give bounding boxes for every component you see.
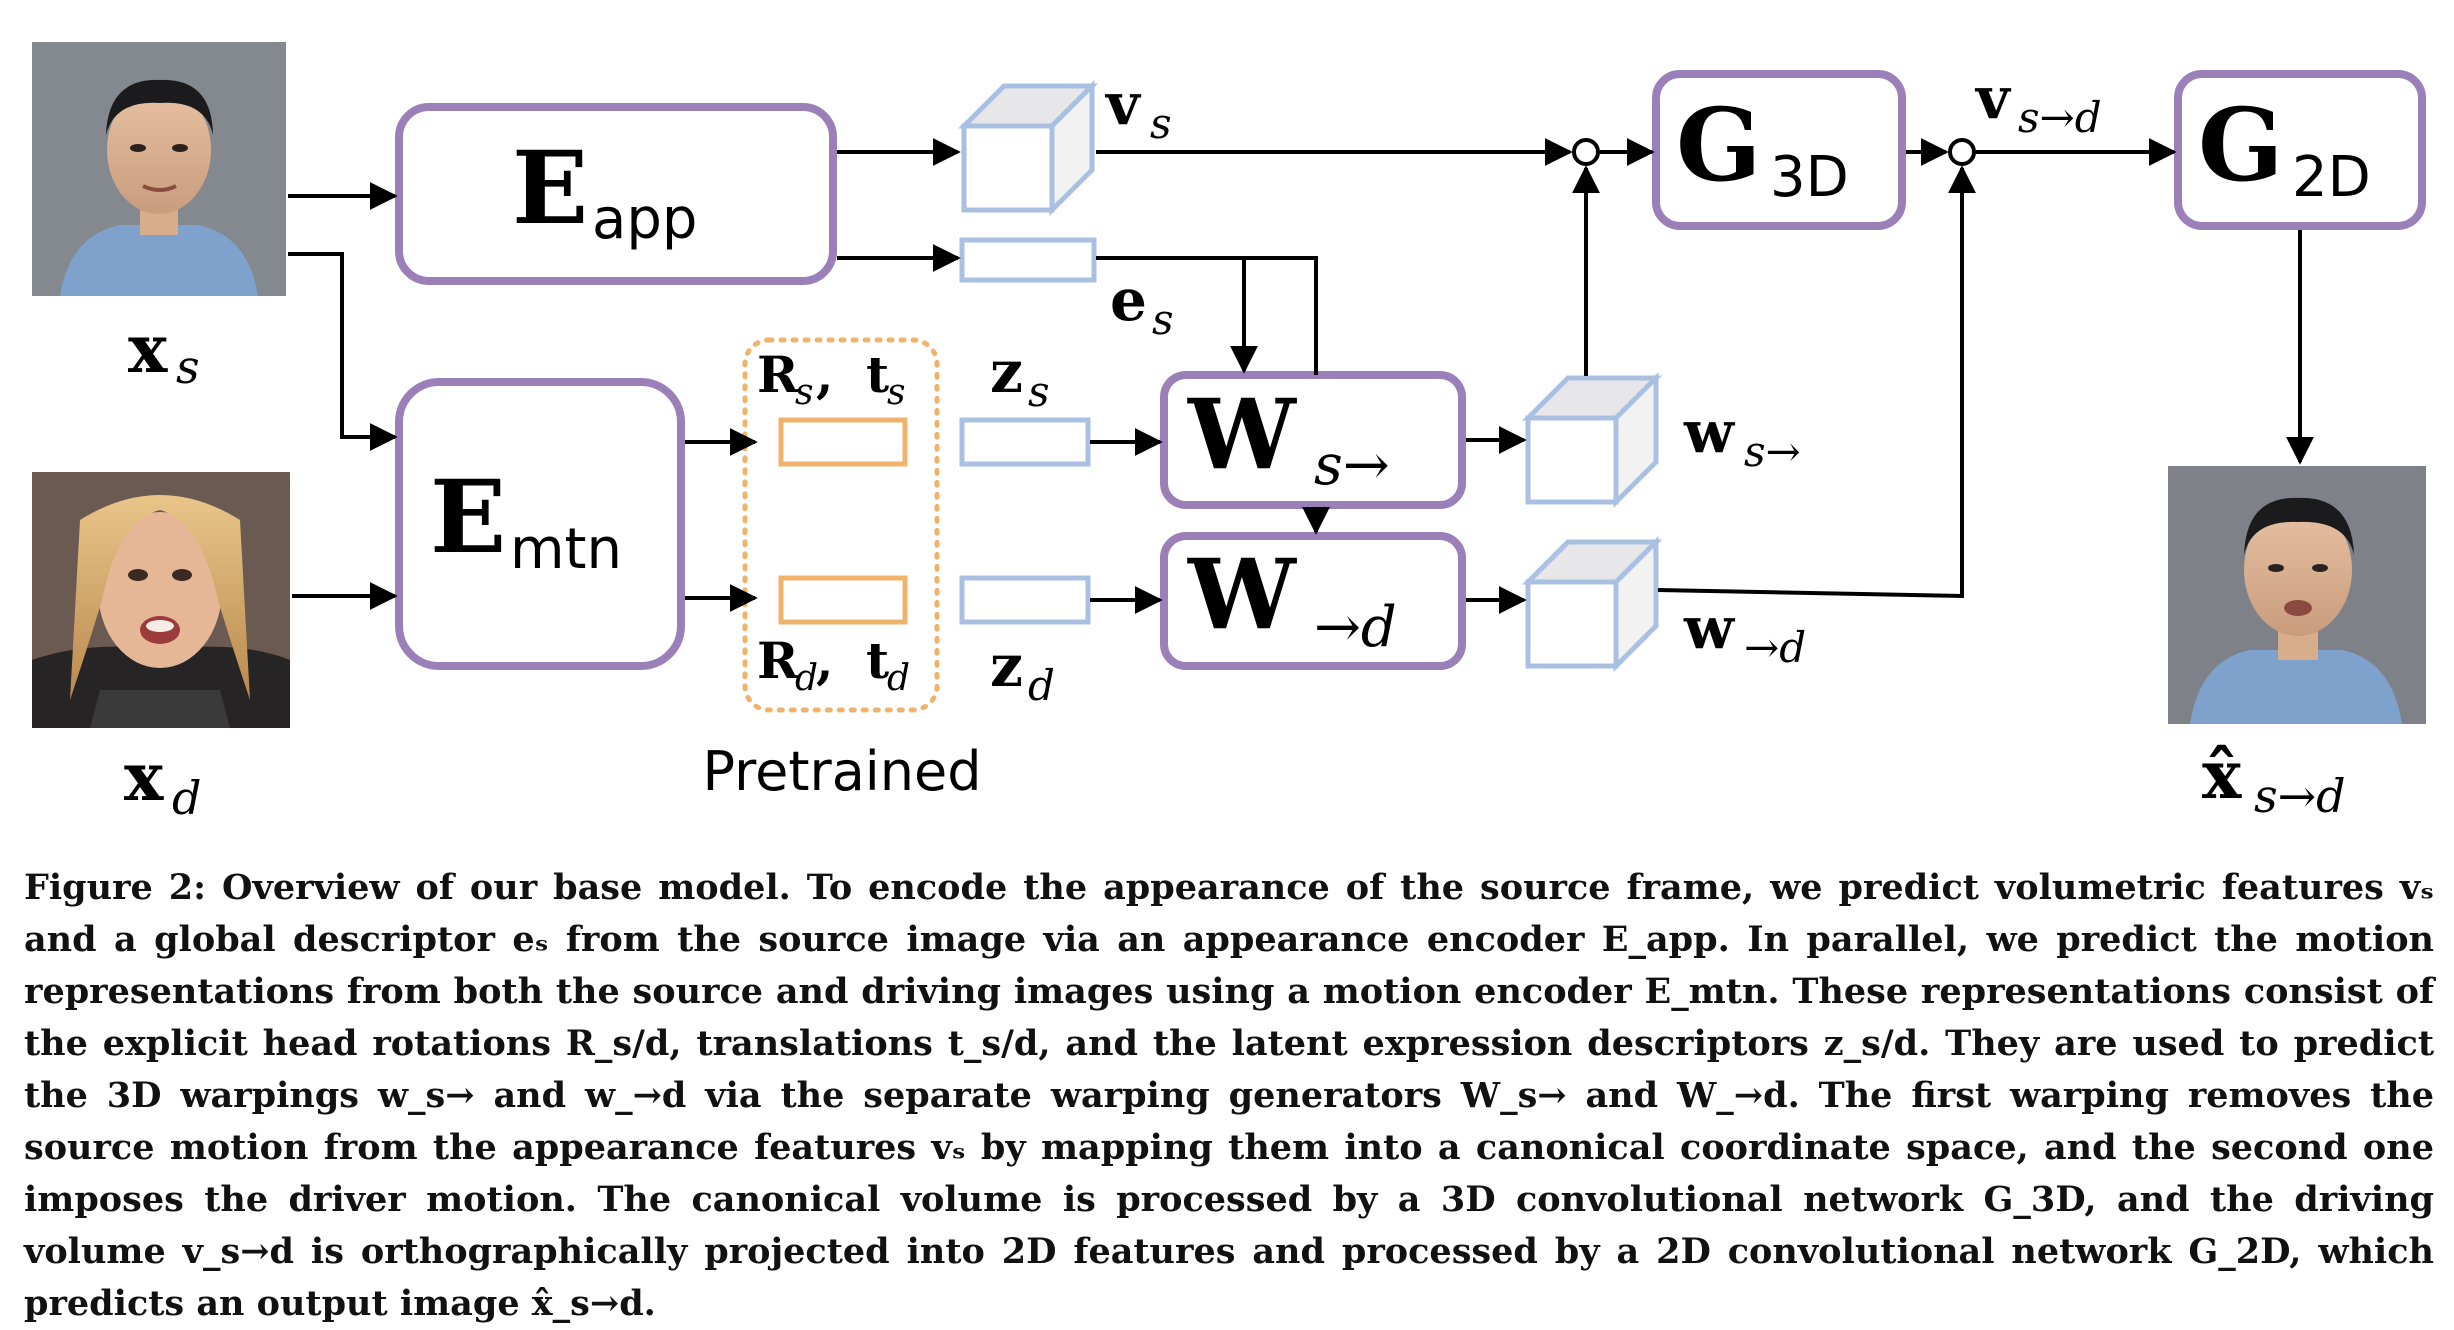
svg-text:3D: 3D xyxy=(1770,145,1849,210)
svg-text:e: e xyxy=(1110,266,1147,334)
svg-text:x: x xyxy=(128,310,168,388)
v-s-label: v s xyxy=(1104,70,1172,148)
z-d-feature xyxy=(959,575,1091,625)
svg-text:E: E xyxy=(430,458,506,576)
g-2d-block: G 2D xyxy=(2174,70,2426,230)
svg-text:2D: 2D xyxy=(2292,145,2371,210)
svg-text:d: d xyxy=(795,658,818,699)
output-label: x̂ s→d xyxy=(2202,736,2346,823)
svg-text:v: v xyxy=(1104,70,1142,138)
svg-text:→d: →d xyxy=(1744,623,1806,672)
svg-text:t: t xyxy=(866,631,889,690)
svg-text:W: W xyxy=(1187,538,1297,651)
w-d-cube xyxy=(1521,535,1663,673)
svg-text:s: s xyxy=(176,340,200,394)
svg-text:d: d xyxy=(172,771,201,825)
e-app-block: E app xyxy=(395,103,837,285)
w-s-block: W s→ xyxy=(1160,371,1466,509)
svg-text:R: R xyxy=(757,631,799,690)
model-diagram: x s x d x̂ s→d E app E xyxy=(32,42,2426,825)
w-d-block: W →d xyxy=(1160,532,1466,670)
svg-text:mtn: mtn xyxy=(510,517,622,582)
compose-node-1 xyxy=(1572,138,1600,166)
svg-text:E: E xyxy=(512,129,588,247)
e-s-feature xyxy=(959,237,1097,283)
svg-text:,: , xyxy=(816,345,833,404)
svg-text:z: z xyxy=(990,632,1023,700)
z-s-feature xyxy=(959,417,1091,467)
r-t-d-label: R d , t d xyxy=(757,631,910,699)
svg-text:,: , xyxy=(816,631,833,690)
svg-text:s→: s→ xyxy=(1744,427,1801,476)
svg-text:s→: s→ xyxy=(1314,433,1390,498)
svg-text:x: x xyxy=(124,738,164,816)
v-s-cube xyxy=(957,79,1099,217)
svg-text:s: s xyxy=(887,372,905,413)
source-image xyxy=(32,42,286,296)
svg-text:s→d: s→d xyxy=(2018,93,2102,142)
e-s-label: e s xyxy=(1110,266,1174,344)
driver-label: x d xyxy=(124,738,201,825)
r-t-s-feature xyxy=(778,417,908,467)
svg-text:x̂: x̂ xyxy=(2202,736,2242,814)
w-s-label: w s→ xyxy=(1683,398,1801,476)
arrows xyxy=(288,138,2314,614)
w-d-label: w →d xyxy=(1683,594,1806,672)
e-mtn-block: E mtn xyxy=(395,378,685,670)
output-image xyxy=(2168,466,2426,724)
svg-text:G: G xyxy=(1676,86,1761,204)
svg-text:s→d: s→d xyxy=(2254,769,2346,823)
svg-text:R: R xyxy=(757,345,799,404)
svg-text:G: G xyxy=(2198,86,2283,204)
svg-text:s: s xyxy=(1152,295,1174,344)
svg-text:app: app xyxy=(592,187,697,252)
compose-node-2 xyxy=(1948,138,1976,166)
svg-text:→d: →d xyxy=(1314,595,1397,660)
svg-text:s: s xyxy=(1150,99,1172,148)
v-sd-label: v s→d xyxy=(1974,64,2102,142)
figure-caption: Figure 2: Overview of our base model. To… xyxy=(24,867,2434,1324)
svg-text:s: s xyxy=(795,372,813,413)
pretrained-label: Pretrained xyxy=(702,740,981,803)
source-label: x s xyxy=(128,310,200,394)
g-3d-block: G 3D xyxy=(1652,70,1906,230)
svg-text:W: W xyxy=(1187,378,1297,491)
pretrained-region xyxy=(742,337,940,713)
svg-text:z: z xyxy=(990,338,1023,406)
svg-text:s: s xyxy=(1028,367,1050,416)
w-s-cube xyxy=(1521,371,1663,509)
r-t-s-label: R s , t s xyxy=(757,345,905,413)
driver-image xyxy=(32,472,290,728)
z-s-label: z s xyxy=(990,338,1050,416)
svg-text:w: w xyxy=(1683,398,1736,466)
z-d-label: z d xyxy=(990,632,1055,710)
svg-text:d: d xyxy=(1028,661,1055,710)
r-t-d-feature xyxy=(778,575,908,625)
svg-text:v: v xyxy=(1974,64,2012,132)
svg-text:w: w xyxy=(1683,594,1736,662)
svg-text:t: t xyxy=(866,345,889,404)
svg-text:d: d xyxy=(887,658,910,699)
